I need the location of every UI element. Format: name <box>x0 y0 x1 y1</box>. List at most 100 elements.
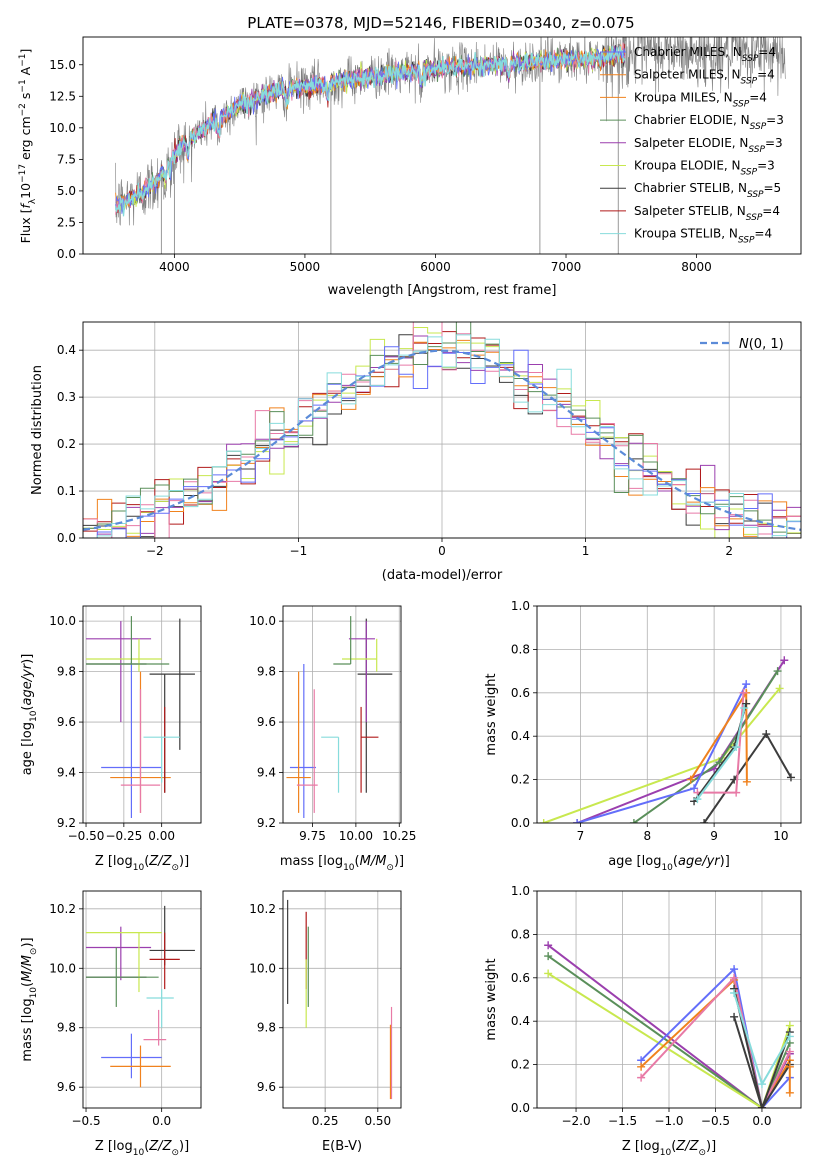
plus-marker <box>544 952 553 961</box>
y-tick-label: 0.3 <box>57 390 76 404</box>
histogram-8 <box>83 334 801 538</box>
series-line-3 <box>733 988 791 1108</box>
y-tick-label: 0.2 <box>57 437 76 451</box>
y-axis-label: mass [log10(M/M⊙)] <box>20 937 39 1061</box>
x-tick-label: 8000 <box>681 260 712 274</box>
plot-area-mass_vs_Z <box>86 905 195 1088</box>
axes-mass_vs_Z: −0.5 0.0 9.6 9.8 10.0 10.2 Z [log10(Z/Z⊙)] mass… <box>20 890 202 1158</box>
y-axis-label: Normed distribution <box>30 365 45 495</box>
x-tick-label: 0.0 <box>752 1114 771 1128</box>
plus-marker <box>539 819 548 823</box>
plus-marker <box>544 941 553 950</box>
model-spectrum-8 <box>115 46 626 217</box>
axes-massweight_vs_age: 7 8 9 10 0.0 0.2 0.4 0.6 0.8 1.0 age [log10(age/yr… <box>484 599 802 873</box>
x-tick-label: 4000 <box>159 260 190 274</box>
legend-label: Kroupa MILES, NSSP=4 <box>634 90 767 109</box>
x-axis-label: (data-model)/error <box>382 568 503 583</box>
y-axis-label: Flux [fλ10−17 erg cm−2 s−1 A−1] <box>18 49 38 244</box>
plus-marker <box>740 703 749 712</box>
y-tick-label: 9.4 <box>57 766 76 780</box>
plus-marker <box>780 656 789 665</box>
y-tick-label: 9.6 <box>57 715 76 729</box>
normal-reference-curve <box>83 349 801 531</box>
plus-marker <box>742 777 751 786</box>
plus-marker <box>637 1073 646 1082</box>
y-tick-label: 0.6 <box>511 971 530 985</box>
x-tick-label: −1 <box>290 544 308 558</box>
plus-marker <box>775 684 784 693</box>
y-tick-label: 0.0 <box>511 816 530 830</box>
y-tick-label: 10.0 <box>49 961 76 975</box>
plus-marker <box>742 680 751 689</box>
x-tick-label: −0.5 <box>71 1114 100 1128</box>
x-tick-label: 7000 <box>551 260 582 274</box>
plus-marker <box>757 1104 766 1108</box>
plus-marker <box>786 773 795 782</box>
axes-frame <box>282 605 402 824</box>
axes-residuals: −2 −1 0 1 2 0.0 0.1 0.2 0.3 0.4 N(0, 1) (data-model… <box>30 321 802 583</box>
plus-marker <box>690 784 699 793</box>
y-tick-label: 9.8 <box>57 665 76 679</box>
legend-label: Chabrier STELIB, NSSP=5 <box>634 181 781 200</box>
y-axis-label-text: age [log10(age/yr)] <box>20 654 39 776</box>
y-tick-label: 10.2 <box>49 902 76 916</box>
plus-marker <box>693 795 702 804</box>
axes-frame <box>82 605 202 824</box>
x-tick-label: 2 <box>725 544 733 558</box>
x-tick-label: 0.50 <box>364 1114 391 1128</box>
x-tick-label: −2 <box>146 544 164 558</box>
plus-marker <box>785 1047 794 1056</box>
plus-marker <box>757 1080 766 1089</box>
plus-marker <box>732 743 741 752</box>
x-tick-label: 9.75 <box>299 829 326 843</box>
plus-marker <box>637 1062 646 1071</box>
y-tick-label: 10.2 <box>249 902 276 916</box>
y-tick-label: 10.0 <box>49 121 76 135</box>
y-tick-label: 9.6 <box>57 1080 76 1094</box>
y-tick-label: 1.0 <box>511 599 530 613</box>
legend-label: Salpeter ELODIE, NSSP=3 <box>634 136 783 155</box>
y-tick-label: 0.4 <box>511 729 530 743</box>
x-tick-label: 7 <box>577 829 585 843</box>
x-axis-label: mass [log10(M/M⊙)] <box>280 854 404 873</box>
x-tick-label: 0.25 <box>312 1114 339 1128</box>
axes-frame <box>536 605 802 824</box>
plot-area-spectrum <box>115 37 786 254</box>
x-axis-label: Z [log10(Z/Z⊙)] <box>95 1139 189 1158</box>
x-tick-label: −0.5 <box>701 1114 730 1128</box>
axes-age_vs_Z: −0.50 −0.25 0.00 9.2 9.4 9.6 9.8 10.0 Z [log10(Z… <box>20 605 202 873</box>
axes-frame <box>536 890 802 1109</box>
y-tick-label: 9.2 <box>257 816 276 830</box>
spectrum-legend: Chabrier MILES, NSSP=4 Salpeter MILES, NS… <box>600 45 784 246</box>
observed-spectrum <box>115 37 786 226</box>
legend-label: N(0, 1) <box>739 337 784 352</box>
y-tick-label: 0.2 <box>511 773 530 787</box>
y-tick-label: 9.8 <box>257 1021 276 1035</box>
y-tick-label: 15.0 <box>49 58 76 72</box>
y-tick-label: 10.0 <box>49 614 76 628</box>
x-tick-label: 10 <box>773 829 788 843</box>
y-tick-label: 9.4 <box>257 766 276 780</box>
plot-area-age_vs_Z <box>86 616 195 818</box>
plot-area-mass_vs_ebv <box>287 899 393 1100</box>
y-axis-label-text: Flux [fλ10−17 erg cm−2 s−1 A−1] <box>18 49 38 244</box>
axes-age_vs_mass: 9.75 10.00 10.25 9.2 9.4 9.6 9.8 10.0 mass [log1… <box>249 605 416 873</box>
plus-marker <box>742 699 751 708</box>
plus-marker <box>785 1062 794 1071</box>
plot-area-massweight_vs_Z <box>544 941 794 1108</box>
x-axis-label: age [log10(age/yr)] <box>608 854 730 873</box>
plus-marker <box>544 969 553 978</box>
axes-spectrum: 4000 5000 6000 7000 8000 0.0 2.5 5.0 7.5 10.0 12.5… <box>18 36 802 298</box>
series-line-3 <box>733 1016 791 1108</box>
plus-marker <box>773 667 782 676</box>
y-tick-label: 0.4 <box>57 343 76 357</box>
series-line-6 <box>547 955 791 1108</box>
legend-label: Chabrier MILES, NSSP=4 <box>634 45 776 64</box>
y-tick-label: 7.5 <box>57 152 76 166</box>
y-tick-label: 0.1 <box>57 484 76 498</box>
plus-marker <box>686 775 695 784</box>
x-tick-label: 6000 <box>420 260 451 274</box>
plus-marker <box>573 819 582 823</box>
x-axis-label: Z [log10(Z/Z⊙)] <box>95 854 189 873</box>
plus-marker <box>739 688 748 697</box>
